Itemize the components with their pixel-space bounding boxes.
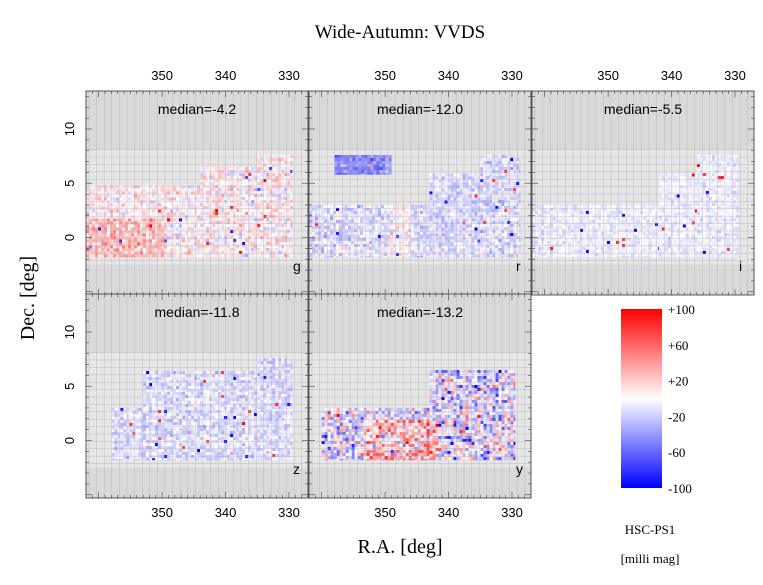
colorbar-tick-label: +60: [668, 338, 688, 353]
colorbar-tick-label: -60: [668, 445, 685, 460]
tile-grid: [309, 91, 531, 295]
median-label: median=-11.8: [155, 304, 240, 320]
panel-y: median=-13.2 y 350 340 330: [308, 293, 532, 520]
x-tick-label-top: 340: [215, 68, 237, 83]
x-tick-label-bottom: 350: [374, 505, 396, 520]
panel-ticks: [531, 91, 755, 295]
x-axis-label: R.A. [deg]: [358, 536, 443, 558]
x-tick-label-top: 350: [151, 68, 173, 83]
y-tick-label: 10: [62, 122, 77, 136]
colorbar-units: [milli mag]: [621, 551, 680, 566]
x-tick-label-top: 330: [278, 68, 300, 83]
band-label: r: [516, 258, 521, 274]
tile-grid: [532, 91, 754, 295]
median-label: median=-13.2: [377, 304, 463, 320]
x-tick-label-bottom: 350: [151, 505, 173, 520]
chart-title: Wide-Autumn: VVDS: [315, 22, 485, 43]
y-tick-label: 10: [62, 325, 77, 339]
x-tick-label-top: 340: [438, 68, 460, 83]
panel-frame: [85, 293, 309, 499]
median-label: median=-4.2: [158, 101, 236, 117]
panel-area-g: [86, 91, 308, 295]
panel-area-i: [532, 91, 754, 295]
panel-area-z: [86, 294, 308, 498]
tile-grid: [86, 91, 308, 295]
panel-frame: [308, 293, 532, 499]
heatmap-cells-i: [532, 155, 739, 258]
x-tick-label-bottom: 330: [501, 505, 523, 520]
colorbar-tick-label: +20: [668, 374, 688, 389]
tile-grid: [309, 294, 531, 498]
band-label: y: [516, 461, 523, 477]
x-tick-label-bottom: 340: [215, 505, 237, 520]
y-tick-label: 5: [62, 180, 77, 187]
colorbar-label: HSC-PS1: [625, 522, 676, 537]
y-tick-label: 0: [62, 234, 77, 241]
x-tick-label-bottom: 330: [278, 505, 300, 520]
panel-area-y: [309, 294, 531, 498]
panel-area-r: [309, 91, 531, 295]
panel-i: median=-5.5 i 350 340 330: [531, 68, 755, 296]
x-tick-label-bottom: 340: [438, 505, 460, 520]
x-tick-label-top: 330: [724, 68, 746, 83]
y-axis-label: Dec. [deg]: [17, 256, 39, 340]
y-tick-label: 0: [62, 437, 77, 444]
x-tick-label-top: 350: [597, 68, 619, 83]
colorbar-tick-label: +100: [668, 302, 695, 317]
panel-r: median=-12.0 r 350 340 330: [308, 68, 532, 296]
x-tick-label-top: 340: [661, 68, 683, 83]
colorbar: +100 +60 +20 -20 -60 -100: [621, 302, 695, 496]
panel-g: median=-4.2 g 350 340 330 10 5 0: [62, 68, 309, 296]
median-label: median=-5.5: [604, 101, 682, 117]
y-tick-label: 5: [62, 383, 77, 390]
x-tick-label-top: 350: [374, 68, 396, 83]
median-label: median=-12.0: [377, 101, 463, 117]
panels-group: median=-4.2 g 350 340 330 10 5 0 median=-12.0 r 35…: [62, 68, 755, 520]
band-label: i: [739, 258, 742, 274]
panel-ticks: [85, 294, 309, 498]
colorbar-tick-label: -20: [668, 409, 685, 424]
tile-grid: [86, 294, 308, 498]
panel-ticks: [308, 294, 532, 498]
panel-frame: [531, 90, 755, 296]
colorbar-gradient: [621, 309, 662, 488]
band-label: g: [293, 258, 301, 274]
x-tick-label-top: 330: [501, 68, 523, 83]
panel-z: median=-11.8 z 350 340 330 10 5 0: [62, 293, 309, 520]
band-label: z: [293, 461, 300, 477]
colorbar-tick-label: -100: [668, 481, 692, 496]
